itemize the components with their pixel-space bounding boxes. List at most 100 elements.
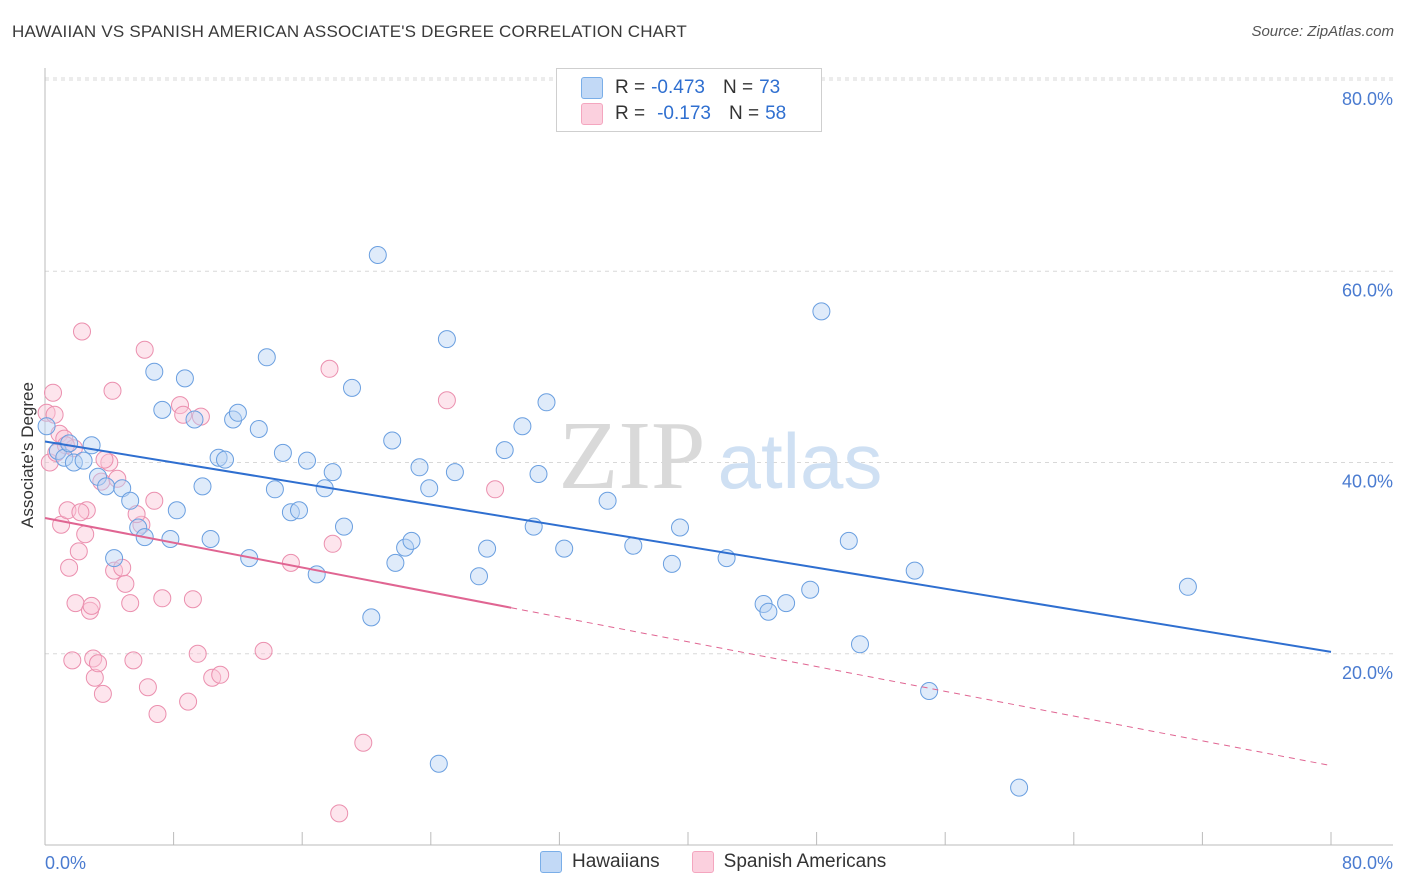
hawaiians-point-56[interactable] [537, 393, 556, 412]
spanish-americans-point-40[interactable] [183, 590, 202, 609]
spanish-americans-point-34[interactable] [145, 491, 164, 510]
spanish-americans-point-24[interactable] [103, 381, 122, 400]
hawaiians-point-19[interactable] [185, 410, 204, 429]
spanish-americans-point-41[interactable] [188, 644, 207, 663]
spanish-americans-point-44[interactable] [211, 665, 230, 684]
legend-item-spanish-americans[interactable]: Spanish Americans [691, 851, 886, 873]
hawaiians-point-20[interactable] [193, 477, 212, 496]
hawaiians-point-32[interactable] [290, 501, 308, 520]
hawaiians-point-59[interactable] [624, 536, 643, 555]
hawaiians-point-22[interactable] [209, 448, 228, 467]
spanish-americans-point-9[interactable] [63, 651, 82, 670]
hawaiians-point-49[interactable] [445, 463, 464, 482]
hawaiians-point-66[interactable] [801, 580, 820, 599]
hawaiians-point-38[interactable] [343, 378, 361, 397]
hawaiians-point-46[interactable] [420, 479, 439, 498]
hawaiians-point-11[interactable] [121, 491, 140, 510]
hawaiians-point-40[interactable] [368, 246, 387, 264]
hawaiians-point-16[interactable] [161, 530, 180, 548]
spanish-americans-point-28[interactable] [116, 574, 135, 593]
spanish-americans-point-18[interactable] [84, 649, 103, 668]
spanish-americans-point-22[interactable] [93, 684, 112, 703]
spanish-americans-point-57[interactable] [127, 505, 146, 524]
hawaiians-point-36[interactable] [323, 463, 342, 482]
spanish-americans-point-2[interactable] [44, 383, 62, 402]
hawaiians-point-47[interactable] [429, 754, 448, 773]
spanish-americans-point-52[interactable] [486, 480, 505, 499]
hawaiians-point-57[interactable] [555, 539, 574, 558]
hawaiians-point-3[interactable] [60, 434, 79, 453]
hawaiians-point-2[interactable] [55, 448, 74, 467]
spanish-americans-point-32[interactable] [135, 340, 154, 359]
hawaiians-point-18[interactable] [175, 369, 194, 388]
spanish-americans-point-33[interactable] [138, 678, 157, 697]
hawaiians-point-70[interactable] [905, 561, 924, 580]
hawaiians-point-71[interactable] [920, 682, 939, 700]
spanish-americans-point-35[interactable] [148, 705, 167, 723]
hawaiians-point-39[interactable] [362, 608, 381, 627]
hawaiians-point-0[interactable] [37, 417, 56, 436]
hawaiians-point-65[interactable] [777, 594, 796, 613]
spanish-americans-point-14[interactable] [76, 525, 95, 544]
hawaiians-point-53[interactable] [513, 417, 532, 436]
spanish-americans-point-21[interactable] [92, 472, 111, 491]
spanish-americans-point-47[interactable] [320, 359, 339, 378]
spanish-americans-point-50[interactable] [354, 733, 373, 752]
hawaiians-point-37[interactable] [335, 517, 353, 536]
spanish-americans-point-39[interactable] [179, 692, 198, 711]
spanish-americans-point-20[interactable] [89, 654, 107, 673]
legend-item-hawaiians[interactable]: Hawaiians [540, 851, 660, 873]
spanish-americans-point-45[interactable] [254, 641, 273, 660]
spanish-americans-point-30[interactable] [124, 651, 143, 670]
hawaiians-point-58[interactable] [598, 491, 617, 510]
hawaiians-point-30[interactable] [273, 443, 292, 462]
spanish-americans-point-49[interactable] [330, 804, 349, 823]
hawaiians-point-60[interactable] [662, 554, 681, 573]
hawaiians-point-45[interactable] [410, 458, 429, 477]
hawaiians-point-25[interactable] [228, 403, 247, 422]
spanish-americans-point-55[interactable] [71, 503, 90, 522]
hawaiians-point-41[interactable] [383, 431, 402, 450]
hawaiians-point-50[interactable] [470, 567, 488, 586]
hawaiians-point-43[interactable] [396, 538, 415, 557]
hawaiians-point-72[interactable] [1010, 778, 1029, 797]
hawaiians-point-9[interactable] [105, 549, 124, 568]
hawaiians-point-51[interactable] [478, 539, 497, 558]
spanish-americans-point-51[interactable] [437, 391, 456, 410]
spanish-americans-point-19[interactable] [85, 668, 104, 687]
spanish-americans-point-15[interactable] [77, 501, 96, 520]
hawaiians-point-33[interactable] [298, 451, 316, 470]
spanish-americans-point-37[interactable] [171, 396, 189, 415]
hawaiians-point-6[interactable] [82, 436, 101, 455]
hawaiians-point-68[interactable] [839, 531, 858, 550]
hawaiians-point-64[interactable] [759, 602, 778, 621]
hawaiians-point-44[interactable] [402, 531, 421, 550]
hawaiians-point-48[interactable] [437, 330, 456, 349]
hawaiians-point-21[interactable] [201, 530, 220, 548]
hawaiians-point-67[interactable] [812, 302, 831, 321]
hawaiians-point-28[interactable] [257, 348, 276, 367]
hawaiians-point-5[interactable] [74, 451, 93, 470]
hawaiians-point-42[interactable] [386, 553, 405, 572]
hawaiians-point-17[interactable] [167, 501, 186, 520]
hawaiians-point-29[interactable] [265, 480, 284, 499]
hawaiians-point-61[interactable] [671, 518, 689, 537]
hawaiians-point-73[interactable] [1178, 577, 1197, 596]
spanish-americans-point-29[interactable] [121, 594, 140, 613]
spanish-americans-point-17[interactable] [82, 596, 101, 615]
hawaiians-point-55[interactable] [529, 465, 548, 483]
spanish-americans-point-48[interactable] [323, 534, 342, 553]
hawaiians-point-52[interactable] [495, 441, 514, 460]
spanish-americans-point-38[interactable] [174, 405, 193, 424]
hawaiians-point-8[interactable] [97, 477, 116, 496]
spanish-americans-point-12[interactable] [69, 542, 88, 561]
hawaiians-point-69[interactable] [851, 635, 869, 654]
spanish-americans-point-46[interactable] [281, 553, 300, 572]
spanish-americans-point-23[interactable] [100, 453, 119, 472]
spanish-americans-point-8[interactable] [60, 558, 79, 577]
hawaiians-point-15[interactable] [153, 400, 172, 419]
hawaiians-point-23[interactable] [216, 450, 234, 469]
spanish-americans-point-13[interactable] [73, 322, 91, 341]
hawaiians-point-27[interactable] [249, 420, 268, 438]
spanish-americans-point-36[interactable] [153, 589, 172, 608]
